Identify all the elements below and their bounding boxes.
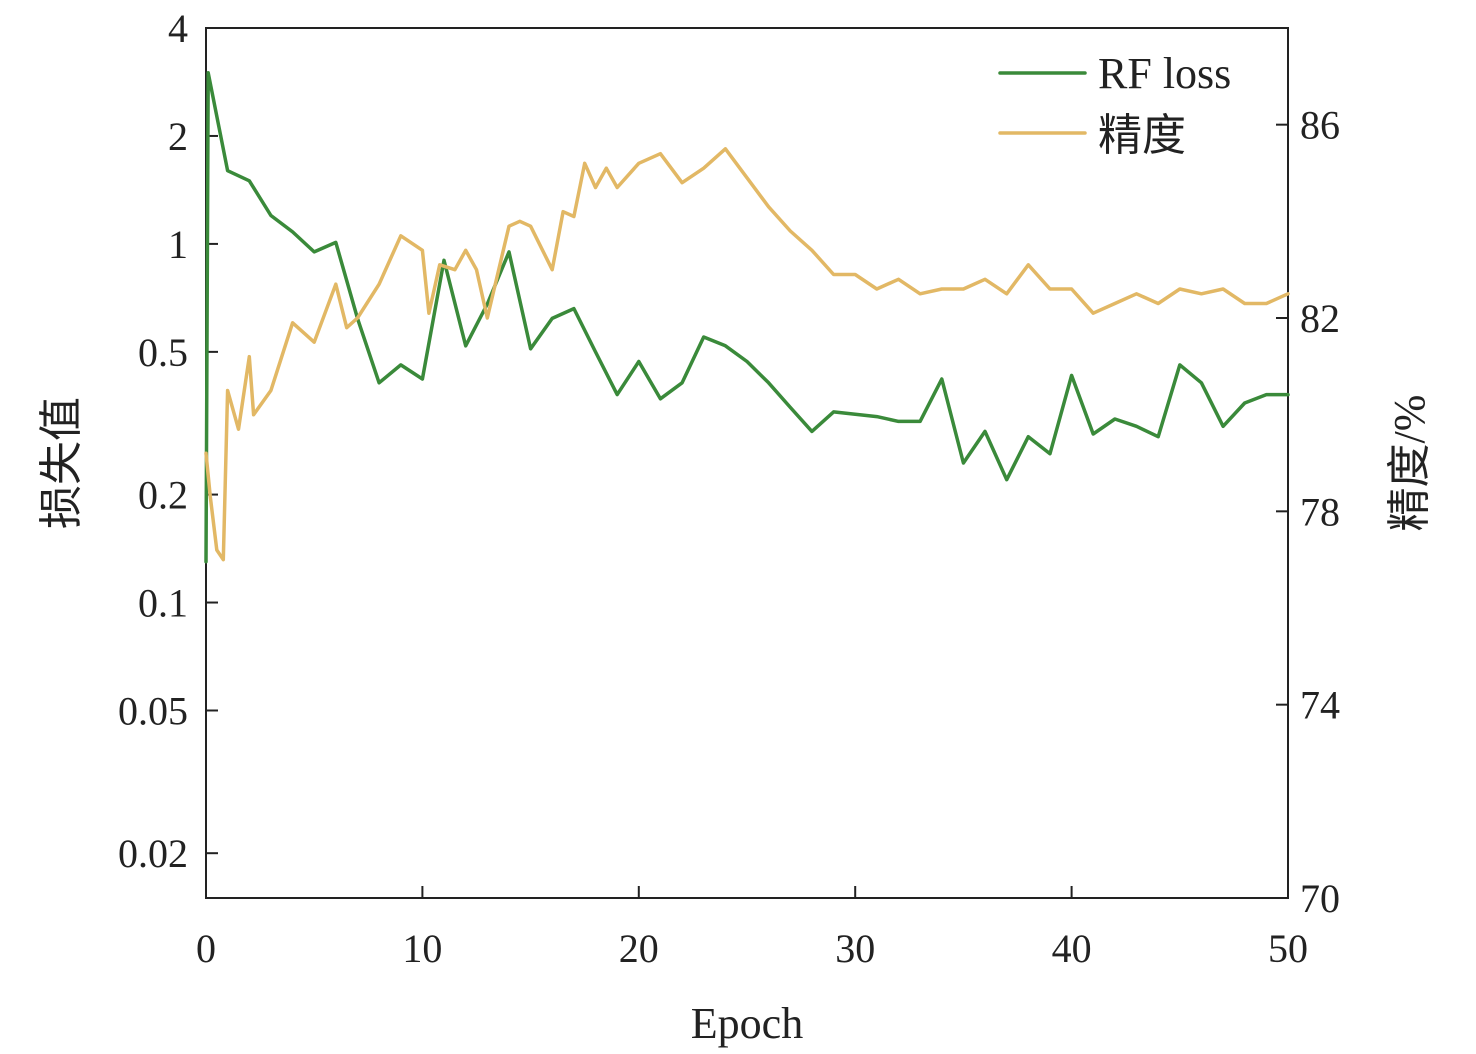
left-tick-label: 1 [168, 222, 188, 267]
left-tick-label: 0.5 [138, 330, 188, 375]
right-tick-label: 78 [1300, 489, 1340, 534]
left-axis-title: 损失值 [37, 397, 86, 529]
x-axis-title: Epoch [691, 999, 803, 1048]
right-tick-label: 82 [1300, 296, 1340, 341]
series-line-rf-loss [204, 71, 1290, 564]
left-tick-label: 2 [168, 114, 188, 159]
legend-label-accuracy: 精度 [1098, 111, 1186, 160]
legend: RF loss 精度 [998, 49, 1231, 160]
right-tick-label: 86 [1300, 103, 1340, 148]
x-tick-label: 50 [1268, 926, 1308, 971]
left-tick-label: 0.2 [138, 473, 188, 518]
x-tick-label: 0 [196, 926, 216, 971]
x-tick-label: 10 [402, 926, 442, 971]
left-tick-label: 0.1 [138, 581, 188, 626]
x-tick-label: 30 [835, 926, 875, 971]
left-y-axis: 4 2 1 0.5 0.2 0.1 0.05 0.02 [118, 6, 218, 876]
series-layer [204, 71, 1290, 564]
legend-label-rf-loss: RF loss [1098, 49, 1231, 98]
left-tick-label: 0.05 [118, 688, 188, 733]
x-tick-label: 20 [619, 926, 659, 971]
right-y-axis: 86 82 78 74 70 [1276, 103, 1340, 921]
series-line-accuracy [204, 147, 1290, 562]
right-axis-title: 精度/% [1385, 395, 1434, 532]
x-tick-label: 40 [1052, 926, 1092, 971]
x-axis: 0 10 20 30 40 50 [196, 886, 1308, 971]
left-tick-label: 4 [168, 6, 188, 51]
right-tick-label: 70 [1300, 876, 1340, 921]
left-tick-label: 0.02 [118, 831, 188, 876]
right-tick-label: 74 [1300, 683, 1340, 728]
